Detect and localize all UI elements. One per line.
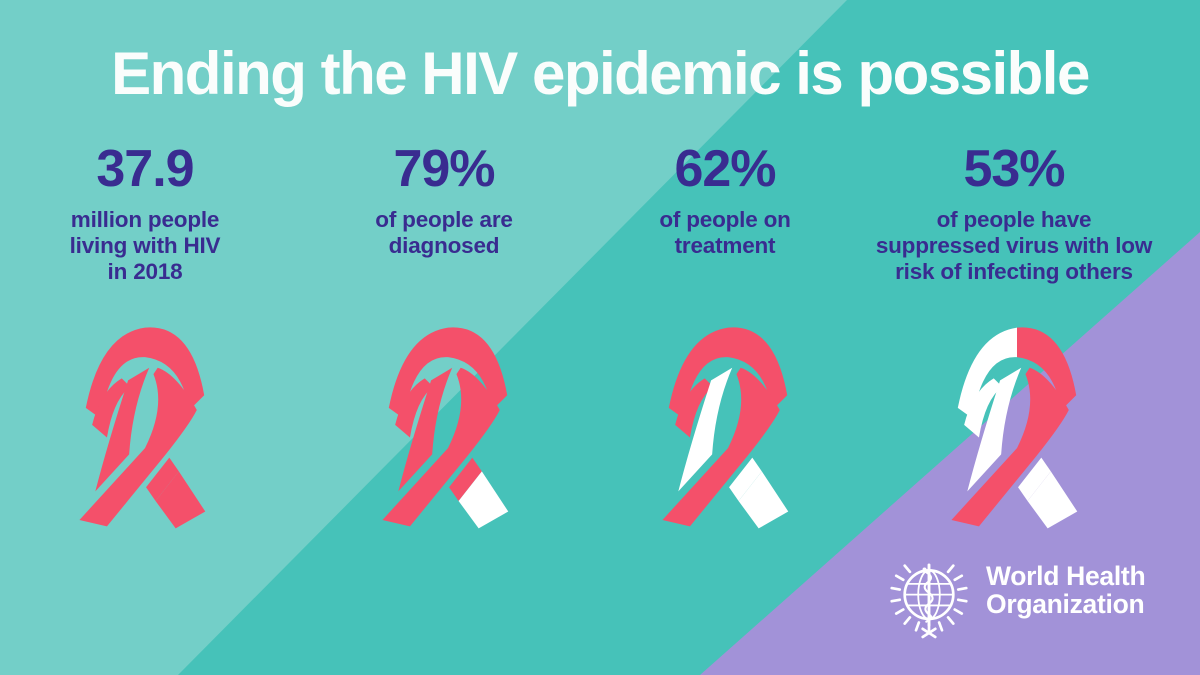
ribbon-front-band-piece	[382, 367, 500, 527]
stat-column-diagnosed: 79% of people are diagnosed	[309, 142, 579, 259]
stat-label-line: treatment	[674, 232, 776, 258]
ribbon-tail-end-piece	[738, 471, 789, 529]
stat-label-line: of people are	[375, 206, 513, 232]
ribbon-arc-right-piece	[728, 327, 788, 411]
ribbon-front-band-piece	[662, 367, 780, 527]
stat-label: of people on treatment	[590, 207, 860, 259]
stat-value: 79%	[393, 140, 495, 198]
ribbon-arc-left-piece	[85, 327, 145, 419]
ribbon-tail-top-piece	[449, 457, 482, 501]
stat-value: 62%	[674, 140, 776, 198]
who-wordmark-line2: Organization	[986, 589, 1145, 619]
who-emblem-icon	[890, 563, 968, 639]
stat-label: million people living with HIV in 2018	[10, 207, 280, 285]
who-logo: World Health Organization	[884, 550, 1184, 660]
ribbon-arc-right-piece	[448, 327, 508, 411]
stat-label: of people have suppressed virus with low…	[847, 207, 1181, 285]
awareness-ribbon-icon-3	[662, 327, 789, 529]
stat-value: 37.9	[96, 140, 194, 198]
awareness-ribbon-icon-1	[79, 327, 206, 529]
ribbon-wedge-piece	[92, 378, 131, 438]
stat-label-line: living with HIV	[69, 232, 221, 258]
stat-value: 53%	[963, 140, 1065, 198]
ribbon-tail-end-piece	[155, 471, 206, 529]
ribbon-arc-right-piece	[145, 327, 205, 411]
ribbon-loop-piece	[678, 367, 733, 492]
ribbon-tail-top-piece	[146, 457, 179, 501]
ribbon-loop-piece	[95, 367, 150, 492]
stat-label-line: in 2018	[107, 258, 183, 284]
stat-column-living-with-hiv: 37.9 million people living with HIV in 2…	[10, 142, 280, 285]
ribbon-wedge-piece	[964, 378, 1003, 438]
ribbon-tail-end-piece	[1027, 471, 1078, 529]
ribbon-wedge-piece	[675, 378, 714, 438]
stat-label-line: of people on	[659, 206, 791, 232]
ribbon-front-band-piece	[79, 367, 197, 527]
stat-label-line: suppressed virus with low	[875, 232, 1153, 258]
stat-label-line: risk of infecting others	[895, 258, 1133, 284]
ribbon-arc-left-piece	[957, 327, 1017, 419]
stat-column-on-treatment: 62% of people on treatment	[590, 142, 860, 259]
stat-label-line: diagnosed	[388, 232, 500, 258]
awareness-ribbon-icon-2	[382, 327, 509, 529]
ribbon-wedge-piece	[395, 378, 434, 438]
ribbon-arc-right-piece	[1017, 327, 1077, 411]
who-wordmark: World Health Organization	[986, 561, 1146, 619]
who-wordmark-line1: World Health	[986, 561, 1146, 591]
ribbon-loop-piece	[967, 367, 1022, 492]
ribbon-tail-top-piece	[729, 457, 762, 501]
ribbon-arc-left-piece	[388, 327, 448, 419]
stat-label-line: of people have	[936, 206, 1092, 232]
stat-column-suppressed-virus: 53% of people have suppressed virus with…	[847, 142, 1181, 285]
ribbon-front-band-piece	[951, 367, 1069, 527]
ribbon-loop-piece	[398, 367, 453, 492]
ribbon-tail-top-piece	[1018, 457, 1051, 501]
stat-label-line: million people	[70, 206, 220, 232]
ribbon-tail-end-piece	[458, 471, 509, 529]
stat-label: of people are diagnosed	[309, 207, 579, 259]
awareness-ribbon-icon-4	[951, 327, 1078, 529]
page-title: Ending the HIV epidemic is possible	[111, 40, 1090, 107]
ribbon-arc-left-piece	[668, 327, 728, 419]
